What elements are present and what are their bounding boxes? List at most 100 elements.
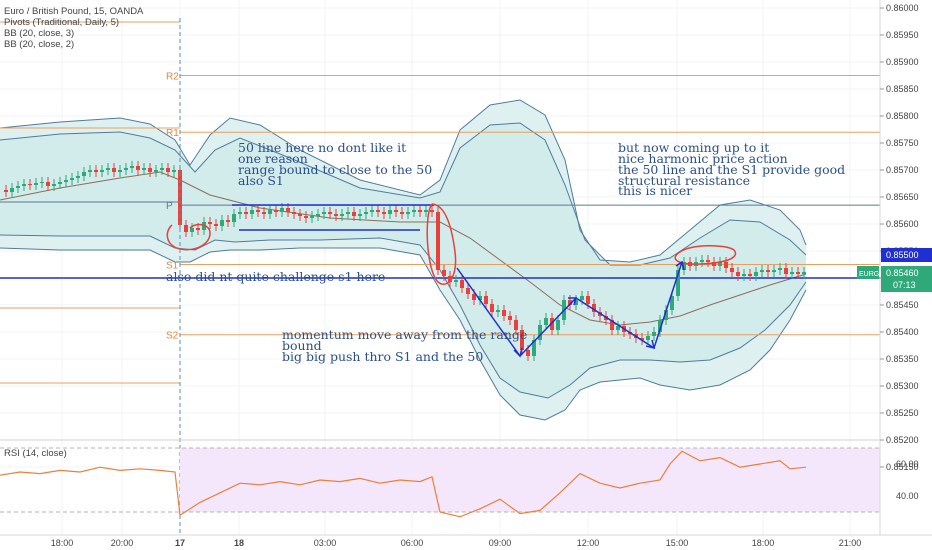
indicator-pivots[interactable]: Pivots (Traditional, Daily, 5)	[4, 17, 119, 28]
annotation-line: bound	[282, 338, 322, 353]
candle-body	[364, 212, 368, 214]
price-tick-label: 0.85350	[886, 354, 919, 364]
candle-body	[736, 272, 740, 276]
bb-band-line	[0, 122, 807, 266]
price-tick-label: 0.85600	[886, 219, 919, 229]
candle-body	[682, 262, 686, 270]
time-tick-label: 18:00	[752, 538, 775, 548]
price-tick-label: 0.85850	[886, 84, 919, 94]
candle-body	[430, 210, 434, 212]
time-tick-label: 06:00	[401, 538, 424, 548]
user-drawings[interactable]	[166, 203, 737, 358]
candle-body	[352, 212, 356, 216]
candle-body	[670, 296, 674, 310]
candle-body	[766, 270, 770, 272]
pivot-label-r2: R2	[166, 72, 179, 83]
red-circle-top[interactable]	[674, 245, 737, 265]
candle-body	[460, 280, 464, 288]
candle-body	[34, 183, 38, 185]
annotation-line: range bound to close to the 50	[238, 162, 432, 177]
candle-body	[574, 300, 578, 305]
candle-body	[298, 214, 302, 216]
pivot-label-r1: R1	[166, 128, 179, 139]
indicator-bb3[interactable]: BB (20, close, 3)	[4, 28, 74, 39]
candle-body	[22, 184, 26, 186]
rsi-tick-label: 60.00	[896, 459, 919, 469]
candle-body	[166, 168, 170, 172]
bb-band-line	[0, 99, 807, 263]
candle-body	[484, 296, 488, 304]
price-tick-label: 0.85800	[886, 111, 919, 121]
candle-body	[394, 210, 398, 212]
candle-body	[226, 220, 230, 222]
candle-body	[256, 210, 260, 212]
candle-body	[376, 210, 380, 212]
annotation-line: the 50 line and the S1 provide good	[618, 162, 845, 177]
candle-body	[664, 310, 668, 320]
candle-body	[760, 270, 764, 272]
symbol-title[interactable]: Euro / British Pound, 15, OANDA	[4, 6, 144, 17]
time-tick-label: 21:00	[839, 538, 862, 548]
zigzag-arrow-2	[568, 297, 577, 306]
price-tick-label: 0.85900	[886, 57, 919, 67]
pivot-label-s2: S2	[166, 331, 179, 342]
candle-body	[370, 210, 374, 212]
candle-body	[478, 296, 482, 300]
red-circle-s1[interactable]	[166, 223, 211, 251]
rsi-pane	[0, 447, 880, 518]
candle-body	[508, 316, 512, 320]
rsi-title[interactable]: RSI (14, close)	[4, 448, 67, 459]
price-tick-label: 0.85150	[886, 462, 919, 472]
candle-body	[448, 276, 452, 282]
candle-body	[58, 182, 62, 184]
candle-body	[52, 184, 56, 186]
candle-body	[382, 212, 386, 214]
price-tick-label: 0.85750	[886, 138, 919, 148]
candle-body	[400, 212, 404, 214]
rsi-axis[interactable]: 60.00 40.00	[896, 459, 919, 501]
symbol-tag-text: EURGBP	[859, 271, 889, 278]
annotations: 50 line here no dont like it one reason …	[166, 140, 845, 364]
candle-body	[220, 220, 224, 226]
bb-inner-fill	[0, 123, 806, 398]
indicator-bb2[interactable]: BB (20, close, 2)	[4, 39, 74, 50]
candle-body	[106, 168, 110, 170]
candle-body	[724, 262, 728, 268]
candle-body	[340, 214, 344, 216]
annotation-line: structural resistance	[618, 173, 750, 188]
candle-body	[388, 210, 392, 214]
candle-body	[190, 228, 194, 232]
candle-body	[286, 208, 290, 212]
candle-body	[466, 288, 470, 294]
candle-body	[472, 294, 476, 300]
candle-body	[238, 212, 242, 214]
candle-body	[730, 268, 734, 272]
time-tick-label: 20:00	[111, 538, 134, 548]
price-tick-label: 0.85700	[886, 165, 919, 175]
time-tick-label: 15:00	[666, 538, 689, 548]
candle-body	[346, 212, 350, 214]
candle-body	[424, 210, 428, 212]
annotation-line: nice harmonic price action	[618, 151, 788, 166]
time-axis[interactable]: 18:00 20:00 17 18 03:00 06:00 09:00 12:00 15:00 1…	[51, 538, 862, 548]
candle-body	[244, 212, 248, 214]
candle-body	[172, 170, 176, 172]
candle-body	[292, 212, 296, 214]
pivot-label-s1: S1	[166, 261, 179, 272]
candle-body	[754, 272, 758, 276]
candle-body	[82, 172, 86, 176]
candle-body	[550, 318, 554, 330]
annotation-line: one reason	[238, 151, 308, 166]
candle-body	[700, 260, 704, 262]
price-tick-label: 0.85250	[886, 408, 919, 418]
candle-body	[46, 182, 50, 186]
candle-body	[418, 210, 422, 212]
price-tick-label: 0.85300	[886, 381, 919, 391]
zigzag-arrow-3	[645, 339, 656, 350]
candle-body	[784, 268, 788, 274]
candle-body	[316, 214, 320, 216]
annotation-line: big big push thro S1 and the 50	[282, 349, 483, 364]
candle-body	[580, 296, 584, 300]
red-circle-break[interactable]	[426, 203, 457, 285]
